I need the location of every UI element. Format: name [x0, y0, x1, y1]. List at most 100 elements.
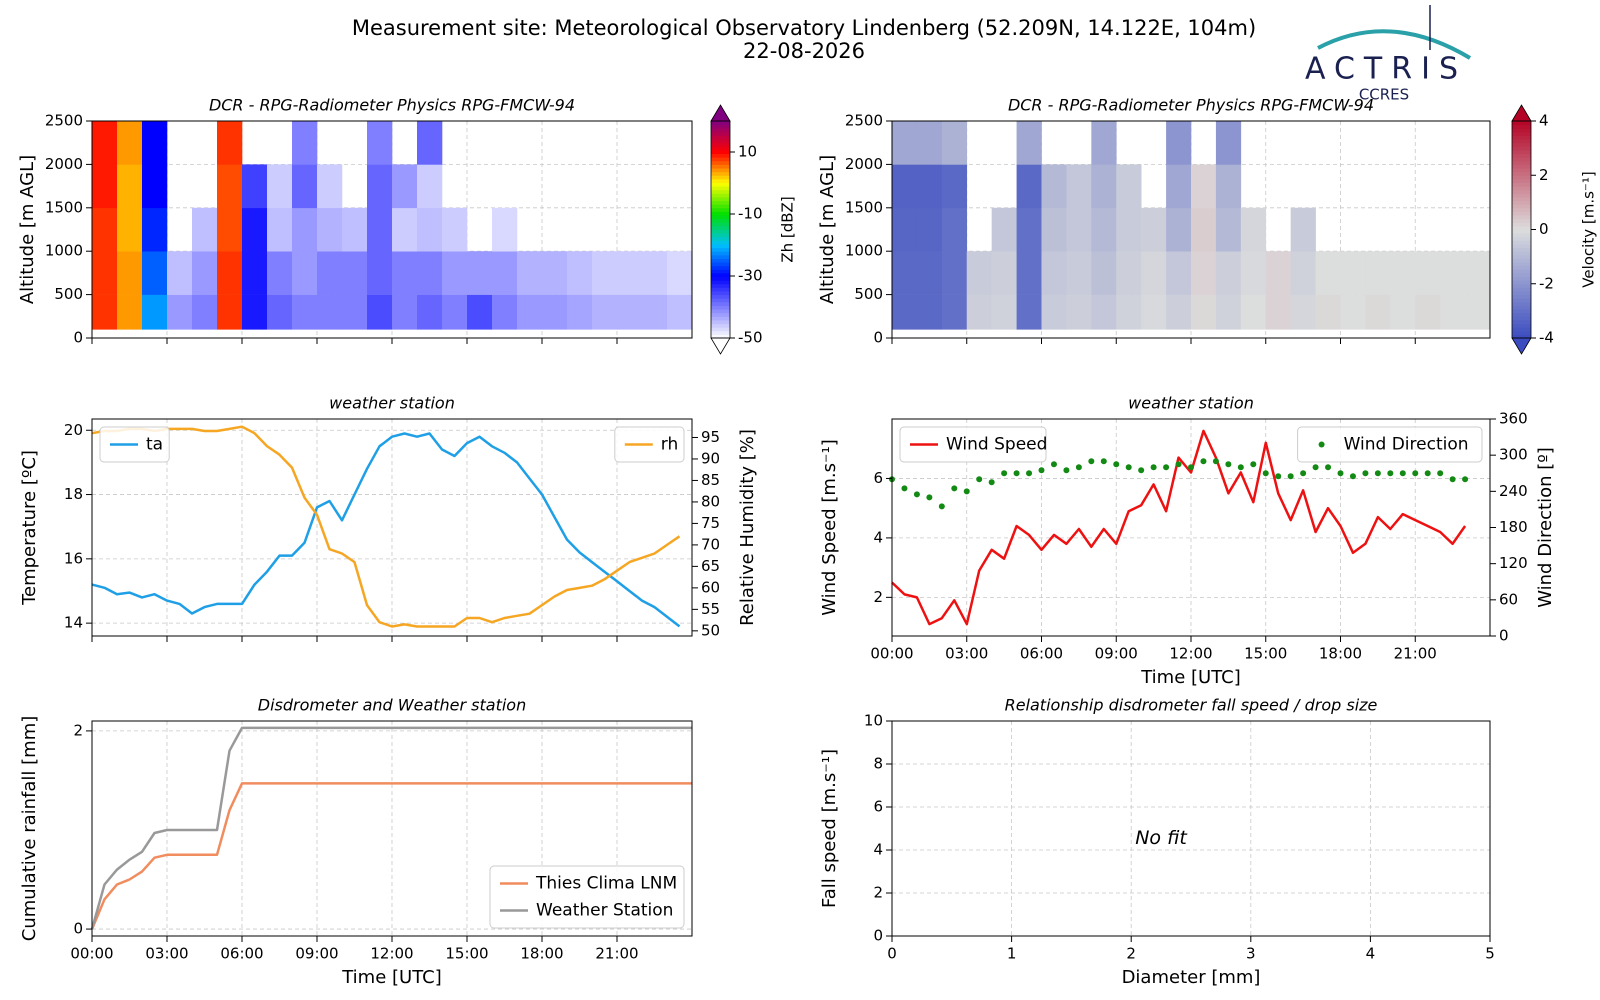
marker — [1449, 476, 1456, 483]
panel-title: DCR - RPG-Radiometer Physics RPG-FMCW-94 — [1008, 96, 1374, 115]
colorbar-segment — [1512, 193, 1531, 198]
heatmap-cell — [941, 121, 968, 165]
heatmap-cell — [1016, 294, 1042, 330]
heatmap-cell — [1166, 294, 1192, 330]
heatmap-cell — [1390, 294, 1416, 330]
colorbar-segment — [711, 236, 730, 241]
heatmap-cell — [542, 294, 568, 330]
y-tick-label: 0 — [73, 920, 83, 938]
colorbar-segment — [1512, 200, 1531, 205]
heatmap-cell — [1240, 207, 1267, 252]
heatmap-cell — [367, 251, 393, 295]
heatmap-cell — [417, 207, 443, 252]
logo-text: ACTRIS — [1305, 52, 1467, 87]
colorbar-segment — [711, 139, 730, 144]
heatmap-cell — [1166, 121, 1192, 165]
colorbar-segment — [711, 200, 730, 205]
heatmap-cell — [892, 294, 918, 330]
marker — [1387, 470, 1394, 477]
colorbar-segment — [711, 149, 730, 155]
heatmap-cell — [991, 207, 1017, 252]
colorbar-segment — [711, 189, 730, 194]
marker — [1075, 464, 1082, 471]
marker — [1175, 461, 1182, 468]
colorbar-segment — [711, 121, 730, 126]
y2-tick-label: 360 — [1499, 410, 1528, 428]
marker — [1424, 470, 1431, 477]
marker — [1237, 464, 1244, 471]
y2-tick-label: 85 — [701, 471, 720, 489]
heatmap-cell — [217, 251, 243, 295]
colorbar-segment — [1512, 135, 1531, 140]
heatmap-cell — [1091, 121, 1117, 165]
heatmap-cell — [667, 294, 693, 330]
y2-tick-label: 70 — [701, 535, 720, 553]
colorbar-segment — [711, 218, 730, 223]
y2-tick-label: 90 — [701, 449, 720, 467]
colorbar-segment — [1512, 298, 1531, 303]
colorbar-extend — [710, 104, 731, 122]
heatmap-cell — [292, 251, 318, 295]
heatmap-cell — [1215, 251, 1242, 295]
colorbar-segment — [711, 330, 730, 335]
y2-axis-label: Relative Humidity [%] — [737, 429, 758, 626]
colorbar-segment — [711, 272, 730, 278]
heatmap-cell — [1116, 251, 1142, 295]
legend-label: ta — [146, 435, 163, 455]
heatmap-cell — [1191, 294, 1217, 330]
heatmap-cell — [142, 121, 168, 165]
heatmap-cell — [517, 251, 543, 295]
colorbar-tick-label: 2 — [1539, 166, 1549, 184]
marker — [963, 488, 970, 495]
heatmap-cell — [292, 207, 318, 252]
colorbar-segment — [711, 298, 730, 303]
y-tick-label: 8 — [873, 755, 883, 773]
x-tick-label: 06:00 — [220, 945, 263, 963]
heatmap-cell — [1315, 251, 1341, 295]
marker — [1337, 470, 1344, 477]
y-tick-label: 2 — [873, 884, 883, 902]
x-tick-label: 18:00 — [520, 945, 563, 963]
colorbar-segment — [1512, 312, 1531, 317]
heatmap-cell — [1066, 164, 1092, 209]
colorbar-segment — [1512, 236, 1531, 241]
heatmap-cell — [342, 294, 368, 330]
colorbar-segment — [711, 124, 730, 129]
y2-tick-label: 240 — [1499, 482, 1528, 500]
colorbar-segment — [711, 240, 730, 245]
x-tick-label: 12:00 — [370, 945, 413, 963]
colorbar-segment — [711, 157, 730, 162]
y-tick-label: 0 — [873, 329, 883, 347]
heatmap-cell — [292, 164, 318, 209]
y-tick-label: 18 — [64, 485, 83, 503]
heatmap-cell — [1141, 251, 1167, 295]
colorbar-segment — [711, 171, 730, 176]
colorbar-segment — [711, 283, 730, 288]
heatmap-cell — [1091, 164, 1117, 209]
colorbar-extend — [710, 337, 731, 355]
x-tick-label: 1 — [1007, 945, 1017, 963]
heatmap-cell — [1166, 251, 1192, 295]
colorbar-segment — [711, 164, 730, 169]
colorbar-label: Zh [dBZ] — [779, 196, 797, 262]
marker — [1312, 464, 1319, 471]
legend-label: Weather Station — [536, 901, 673, 921]
heatmap-cell — [317, 164, 343, 209]
heatmap-cell — [267, 207, 293, 252]
colorbar-segment — [711, 247, 730, 252]
y-axis-label: Altitude [m AGL] — [817, 155, 838, 304]
heatmap-cell — [642, 251, 668, 295]
colorbar-segment — [1512, 149, 1531, 155]
heatmap-cell — [317, 207, 343, 252]
heatmap-cell — [1016, 251, 1042, 295]
marker — [913, 491, 920, 498]
heatmap-cell — [1041, 164, 1067, 209]
y2-tick-label: 55 — [701, 600, 720, 618]
heatmap-cell — [1240, 251, 1267, 295]
y2-tick-label: 65 — [701, 557, 720, 575]
legend-label: rh — [661, 435, 678, 455]
marker — [1374, 470, 1381, 477]
colorbar-segment — [711, 160, 730, 165]
heatmap-cell — [492, 294, 518, 330]
